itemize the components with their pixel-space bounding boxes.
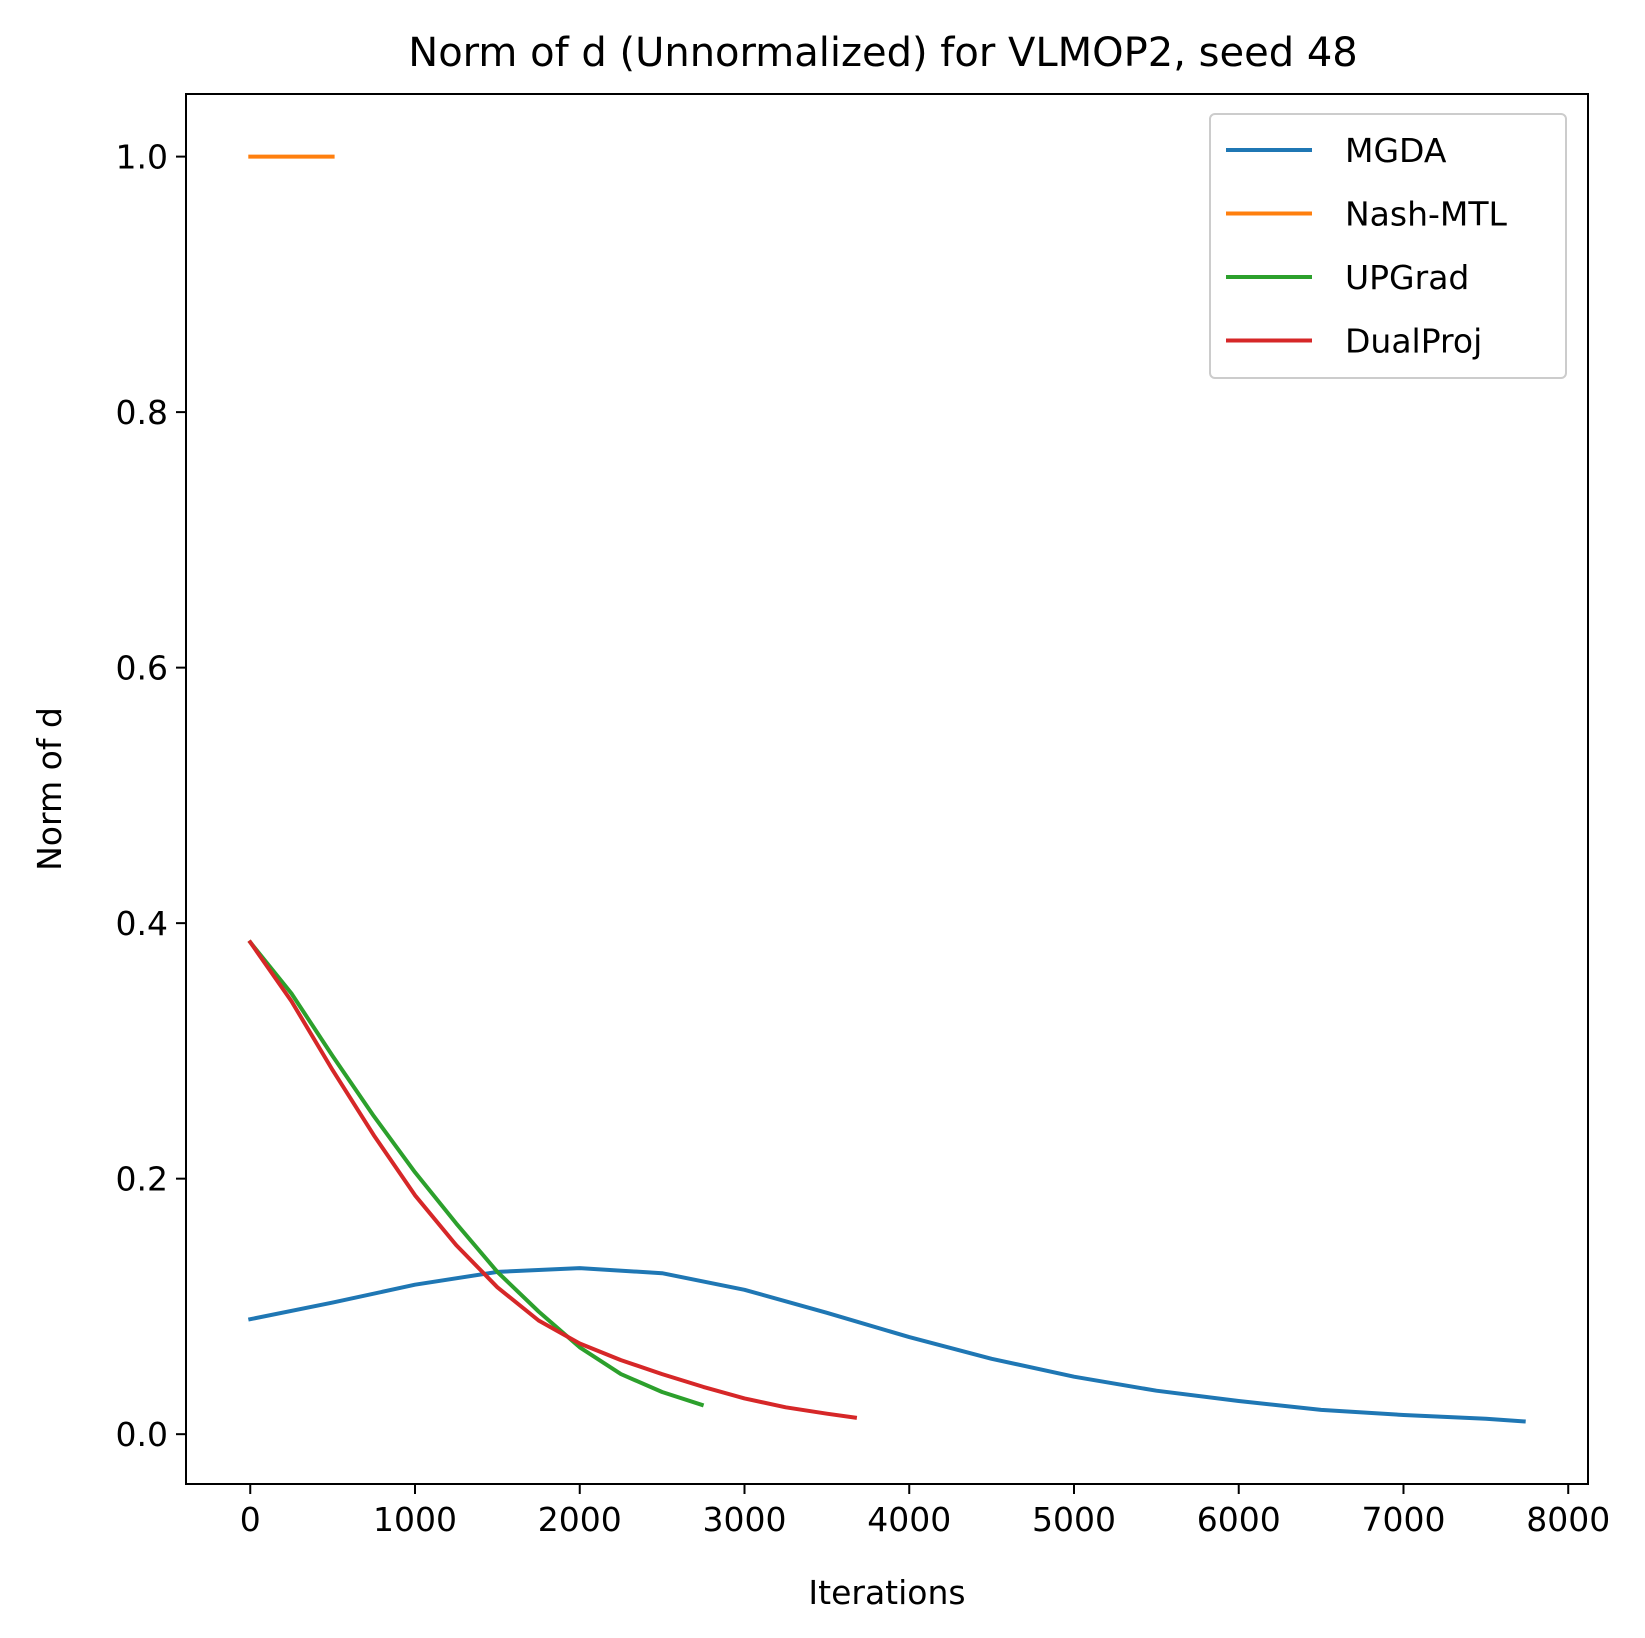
legend-label: DualProj	[1345, 322, 1482, 361]
x-tick-label: 0	[240, 1500, 261, 1539]
y-axis-title: Norm of d	[30, 707, 69, 871]
x-tick-label: 4000	[867, 1500, 951, 1539]
x-tick-label: 7000	[1361, 1500, 1445, 1539]
x-axis: 0 1000 2000 3000 4000 5000 6000 7000 8000	[240, 1484, 1610, 1539]
y-tick-label: 0.2	[116, 1160, 168, 1199]
y-axis: 0.0 0.2 0.4 0.6 0.8 1.0	[116, 138, 186, 1454]
legend-box	[1209, 113, 1567, 379]
x-axis-title: Iterations	[808, 1573, 965, 1612]
legend-label: UPGrad	[1345, 258, 1469, 297]
series-line-dualproj	[247, 939, 858, 1420]
x-tick-label: 6000	[1197, 1500, 1281, 1539]
x-tick-label: 2000	[538, 1500, 622, 1539]
plot-frame	[185, 93, 1589, 1485]
x-tick-label: 1000	[373, 1500, 457, 1539]
y-tick-label: 0.6	[116, 649, 168, 688]
series-layer	[247, 154, 1526, 1424]
y-tick-label: 1.0	[116, 138, 168, 177]
legend: MGDA Nash-MTL UPGrad DualProj	[1209, 113, 1567, 379]
legend-label: MGDA	[1345, 131, 1447, 170]
legend-label: Nash-MTL	[1345, 195, 1508, 234]
x-tick-label: 8000	[1526, 1500, 1610, 1539]
series-line-upgrad	[247, 939, 705, 1408]
chart-title: Norm of d (Unnormalized) for VLMOP2, see…	[408, 30, 1357, 76]
y-tick-label: 0.8	[116, 393, 168, 432]
x-tick-label: 3000	[703, 1500, 787, 1539]
y-tick-label: 0.4	[116, 904, 168, 943]
x-tick-label: 5000	[1032, 1500, 1116, 1539]
y-tick-label: 0.0	[116, 1415, 168, 1454]
series-line-mgda	[247, 1266, 1526, 1424]
